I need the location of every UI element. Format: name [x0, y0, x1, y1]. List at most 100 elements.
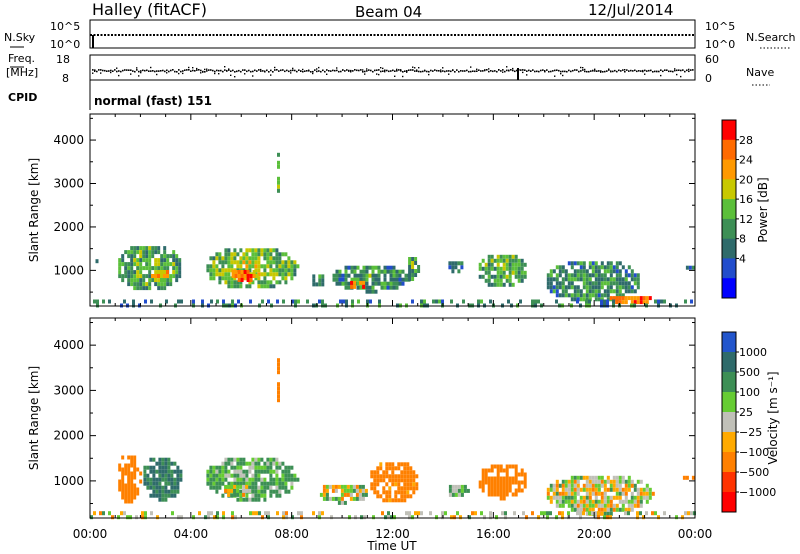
echo-cell	[130, 463, 134, 468]
echo-cell	[148, 266, 152, 271]
echo-cell	[615, 289, 619, 294]
echo-cell	[487, 468, 491, 473]
freq-point	[202, 71, 204, 73]
freq-point	[206, 68, 208, 70]
echo-cell	[564, 293, 568, 298]
echo-cell	[118, 483, 122, 488]
echo-cell	[139, 282, 143, 287]
echo-cell	[358, 492, 362, 497]
echo-cell	[606, 511, 610, 516]
freq-point	[262, 70, 264, 72]
echo-cell	[167, 489, 171, 494]
echo-cell	[368, 265, 372, 270]
echo-cell	[260, 248, 264, 253]
echo-cell	[227, 469, 231, 474]
echo-cell	[133, 274, 137, 279]
echo-cell	[374, 281, 378, 286]
freq-point	[96, 70, 98, 73]
freq-point	[686, 69, 688, 72]
echo-cell	[206, 469, 210, 474]
echo-cell	[281, 252, 285, 257]
echo-cell	[145, 274, 149, 279]
echo-cell	[231, 270, 235, 274]
echo-cell	[579, 293, 583, 298]
freq-point	[182, 70, 184, 72]
echo-cell	[291, 299, 294, 304]
echo-cell	[612, 475, 616, 480]
echo-cell	[600, 281, 604, 286]
echo-cell	[573, 487, 577, 492]
echo-cell	[558, 483, 562, 488]
echo-cell	[227, 488, 231, 493]
echo-cell	[224, 268, 228, 273]
echo-cell	[278, 260, 282, 265]
freq-point	[448, 73, 450, 75]
echo-cell	[251, 264, 255, 269]
echo-cell	[161, 485, 165, 490]
echo-cell	[511, 266, 515, 271]
freq-point	[578, 70, 580, 73]
echo-cell	[403, 490, 407, 495]
echo-cell	[481, 472, 485, 477]
echo-cell	[389, 285, 393, 290]
echo-cell	[294, 299, 297, 304]
echo-cell	[621, 281, 625, 286]
freq-tick-bottom: 8	[62, 72, 69, 85]
freq-point	[104, 69, 106, 72]
echo-cell	[245, 497, 249, 502]
echo-cell	[639, 487, 643, 492]
echo-cell	[218, 268, 222, 273]
freq-point	[274, 69, 276, 71]
echo-cell	[435, 515, 438, 520]
echo-cell	[573, 491, 577, 496]
echo-cell	[150, 511, 153, 516]
echo-cell	[576, 293, 580, 298]
freq-point	[304, 70, 306, 72]
echo-cell	[600, 285, 604, 290]
echo-cell	[248, 461, 252, 466]
freq-point	[426, 70, 428, 73]
echo-cell	[133, 495, 137, 500]
echo-cell	[585, 297, 589, 302]
echo-cell	[388, 498, 392, 503]
freq-point	[674, 69, 676, 72]
echo-cell	[373, 482, 377, 487]
echo-cell	[230, 256, 234, 261]
echo-cell	[260, 465, 264, 470]
freq-point	[386, 69, 388, 72]
freq-point	[690, 69, 692, 71]
echo-cell	[148, 246, 152, 251]
freq-point	[616, 70, 618, 73]
echo-cell	[651, 511, 654, 516]
echo-cell	[579, 265, 583, 270]
echo-cell	[209, 485, 213, 490]
echo-cell	[514, 254, 518, 259]
echo-cell	[496, 484, 500, 489]
echo-cell	[392, 265, 396, 270]
echo-cell	[346, 488, 350, 493]
freq-point	[176, 71, 178, 73]
echo-cell	[212, 256, 216, 261]
echo-cell	[124, 471, 128, 476]
echo-cell	[272, 248, 276, 253]
echo-cell	[395, 273, 399, 278]
echo-cell	[517, 270, 521, 275]
echo-cell	[254, 248, 258, 253]
echo-cell	[173, 493, 177, 498]
echo-cell	[546, 277, 550, 282]
echo-cell	[380, 285, 384, 290]
echo-cell	[145, 258, 149, 263]
echo-cell	[618, 281, 622, 286]
echo-cell	[352, 488, 356, 493]
echo-cell	[603, 515, 606, 520]
echo-cell	[252, 511, 255, 516]
echo-cell	[237, 274, 241, 278]
freq-point	[188, 66, 190, 69]
echo-cell	[312, 282, 316, 287]
xtick-label: 04:00	[174, 527, 209, 541]
echo-cell	[136, 274, 140, 279]
echo-cell	[621, 296, 625, 301]
echo-cell	[198, 511, 201, 516]
echo-cell	[514, 476, 518, 481]
